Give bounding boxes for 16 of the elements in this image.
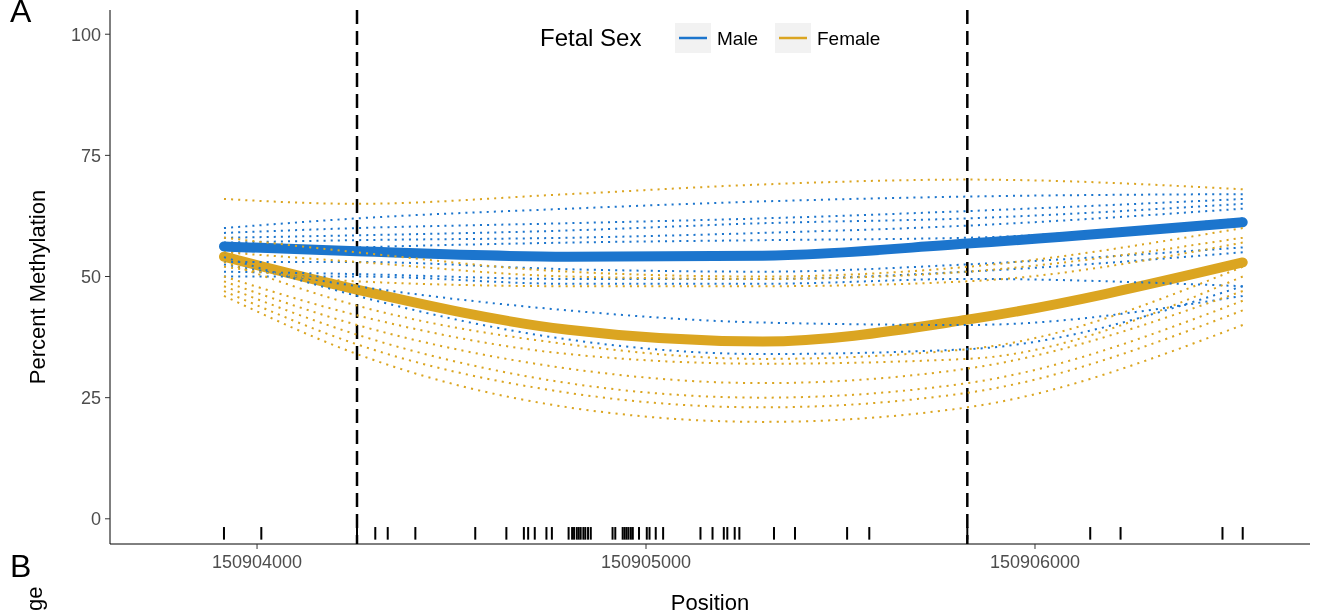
text: B bbox=[10, 548, 32, 584]
legend-label: Female bbox=[817, 27, 881, 49]
text: A bbox=[10, 0, 32, 29]
x-tick-label: 150905000 bbox=[600, 552, 692, 572]
y-axis-title: Percent Methylation bbox=[25, 189, 50, 385]
x-tick-label: 150906000 bbox=[989, 552, 1081, 572]
y-tick-label: 100 bbox=[70, 24, 101, 45]
legend-label: Male bbox=[717, 27, 759, 49]
y-tick-label: 50 bbox=[80, 266, 101, 287]
text: ge bbox=[22, 586, 47, 611]
x-tick-label: 150904000 bbox=[211, 552, 303, 572]
y-tick-label: 75 bbox=[80, 145, 101, 166]
y-tick-label: 0 bbox=[90, 509, 101, 530]
x-axis-title: Position bbox=[670, 590, 750, 614]
legend-title: Fetal Sex bbox=[540, 24, 642, 52]
y-tick-label: 25 bbox=[80, 387, 101, 408]
